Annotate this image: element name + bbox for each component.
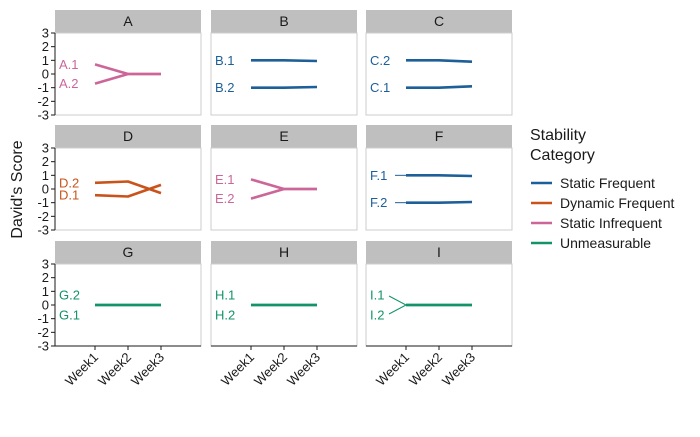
y-tick-label: 0	[42, 298, 49, 313]
y-tick-label: -1	[37, 80, 49, 95]
x-tick-label: Week1	[62, 350, 101, 389]
y-tick-label: -2	[37, 209, 49, 224]
y-tick-label: 3	[42, 257, 49, 272]
panel-frame-e	[210, 147, 358, 231]
y-tick-label: -1	[37, 311, 49, 326]
series-label-c-1: C.1	[370, 80, 390, 95]
facet-title-a: A	[123, 13, 133, 29]
x-tick-label: Week1	[373, 350, 412, 389]
y-tick-label: 0	[42, 67, 49, 82]
series-line-f-2	[406, 200, 473, 204]
x-tick-label: Week2	[95, 350, 134, 389]
label-connector	[388, 304, 407, 315]
facet-strip-g	[55, 241, 201, 264]
facet-strip-e	[211, 125, 357, 148]
y-tick-label: 3	[42, 141, 49, 156]
series-label-e-1: E.1	[215, 172, 235, 187]
x-tick-label: Week3	[284, 350, 323, 389]
facet-strip-i	[366, 241, 512, 264]
series-line-f-1	[406, 174, 473, 178]
y-tick-label: -2	[37, 325, 49, 340]
panel-frame-d	[54, 147, 202, 231]
facet-title-c: C	[434, 13, 444, 29]
series-line-b-1	[251, 58, 318, 63]
y-tick-label: 1	[42, 53, 49, 68]
series-line-c-1	[406, 85, 473, 89]
x-tick-label: Week2	[251, 350, 290, 389]
legend-label-static_infrequent: Static Infrequent	[560, 215, 662, 231]
facet-strip-c	[366, 10, 512, 33]
y-tick-label: 0	[42, 182, 49, 197]
x-tick-label: Week3	[439, 350, 478, 389]
series-label-f-2: F.2	[370, 195, 387, 210]
legend-label-static_frequent: Static Frequent	[560, 175, 655, 191]
series-label-e-2: E.2	[215, 191, 235, 206]
legend-title: Category	[530, 147, 595, 164]
y-tick-label: 2	[42, 154, 49, 169]
series-line-a-2	[94, 72, 161, 85]
facet-title-b: B	[279, 13, 288, 29]
series-line-d-1	[94, 183, 162, 198]
label-connector	[388, 295, 407, 306]
y-tick-label: -3	[37, 108, 49, 123]
y-tick-label: -3	[37, 339, 49, 354]
y-tick-label: -2	[37, 94, 49, 109]
y-tick-label: -3	[37, 223, 49, 238]
panel-frame-f	[365, 147, 513, 231]
facet-title-h: H	[279, 244, 289, 260]
facet-strip-b	[211, 10, 357, 33]
series-label-c-2: C.2	[370, 53, 390, 68]
y-axis-title: David's Score	[9, 140, 26, 238]
series-label-a-2: A.2	[59, 76, 79, 91]
panel-frame-b	[210, 32, 358, 116]
y-tick-label: 1	[42, 284, 49, 299]
facet-strip-d	[55, 125, 201, 148]
x-tick-label: Week2	[406, 350, 445, 389]
series-label-d-2: D.2	[59, 175, 79, 190]
legend-label-dynamic_frequent: Dynamic Frequent	[560, 195, 674, 211]
series-label-b-2: B.2	[215, 80, 235, 95]
y-tick-label: 2	[42, 39, 49, 54]
series-label-d-1: D.1	[59, 188, 79, 203]
facet-strip-a	[55, 10, 201, 33]
series-label-f-1: F.1	[370, 168, 387, 183]
series-label-g-2: G.2	[59, 288, 80, 303]
facet-title-f: F	[435, 128, 444, 144]
legend-title: Stability	[530, 127, 586, 144]
y-tick-label: -1	[37, 195, 49, 210]
y-tick-label: 3	[42, 26, 49, 41]
facet-strip-f	[366, 125, 512, 148]
series-line-e-2	[250, 187, 317, 200]
series-label-b-1: B.1	[215, 53, 235, 68]
facet-strip-h	[211, 241, 357, 264]
series-label-h-1: H.1	[215, 288, 235, 303]
y-tick-label: 1	[42, 168, 49, 183]
x-tick-label: Week3	[128, 350, 167, 389]
y-tick-label: 2	[42, 270, 49, 285]
facet-title-d: D	[123, 128, 133, 144]
series-label-i-2: I.2	[370, 308, 384, 323]
series-label-a-1: A.1	[59, 57, 79, 72]
facet-title-e: E	[279, 128, 288, 144]
facet-title-g: G	[123, 244, 134, 260]
panel-frame-c	[365, 32, 513, 116]
series-line-c-2	[406, 58, 473, 63]
facet-title-i: I	[437, 244, 441, 260]
series-label-g-1: G.1	[59, 308, 80, 323]
series-line-b-2	[251, 85, 318, 89]
x-tick-label: Week1	[218, 350, 257, 389]
series-label-i-1: I.1	[370, 288, 384, 303]
series-label-h-2: H.2	[215, 308, 235, 323]
legend-label-unmeasurable: Unmeasurable	[560, 235, 651, 251]
